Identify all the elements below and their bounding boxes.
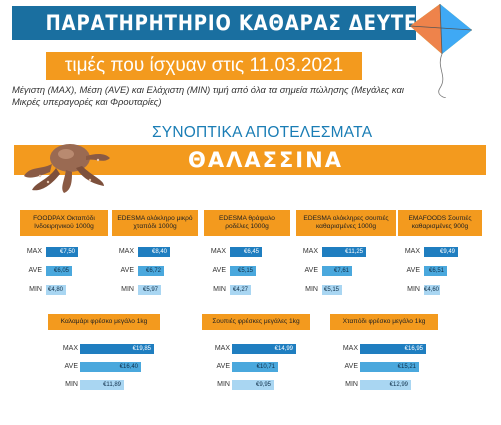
price-row-label-ave: AVE bbox=[344, 363, 359, 370]
price-bar-max: €8,40 bbox=[138, 247, 170, 257]
price-row-label-ave: AVE bbox=[216, 363, 231, 370]
price-row-label-min: MIN bbox=[121, 286, 134, 293]
price-row-label-min: MIN bbox=[217, 381, 230, 388]
price-bar-max: €11,25 bbox=[322, 247, 366, 257]
price-row-label-min: MIN bbox=[345, 381, 358, 388]
price-bar-max: €7,50 bbox=[46, 247, 78, 257]
product-title: Καλαμάρι φρέσκο μεγάλο 1kg bbox=[48, 314, 160, 330]
page-title: ΠΑΡΑΤΗΡΗΤΗΡΙΟ ΚΑΘΑΡΑΣ ΔΕΥΤΕΡΑΣ bbox=[45, 11, 460, 35]
price-row-label-max: MAX bbox=[404, 248, 420, 255]
price-bar-max: €9,49 bbox=[424, 247, 458, 257]
price-bar-ave: €5,15 bbox=[230, 266, 256, 276]
date-banner: τιμές που ίσχυαν στις 11.03.2021 bbox=[46, 52, 362, 80]
price-row-label-min: MIN bbox=[65, 381, 78, 388]
price-row-label-min: MIN bbox=[29, 286, 42, 293]
product-title: Σουπιές φρέσκες μεγάλες 1kg bbox=[202, 314, 310, 330]
price-row-label-ave: AVE bbox=[64, 363, 79, 370]
price-bar-max: €16,95 bbox=[360, 344, 426, 354]
date-line: τιμές που ίσχυαν στις 11.03.2021 bbox=[64, 55, 344, 76]
price-bar-min: €11,89 bbox=[80, 380, 124, 390]
price-bar-min: €5,97 bbox=[138, 285, 161, 295]
price-bar-min: €9,95 bbox=[232, 380, 274, 390]
kite-icon bbox=[409, 3, 473, 98]
price-row-label-ave: AVE bbox=[120, 267, 135, 274]
price-bar-min: €4,80 bbox=[46, 285, 66, 295]
price-row-label-min: MIN bbox=[305, 286, 318, 293]
price-bar-min: €4,27 bbox=[230, 285, 251, 295]
price-row-label-max: MAX bbox=[214, 345, 230, 352]
price-row-label-ave: AVE bbox=[212, 267, 227, 274]
octopus-icon bbox=[24, 144, 110, 193]
subtitle: Μέγιστη (MAX), Μέση (AVE) και Ελάχιστη (… bbox=[12, 84, 404, 107]
price-row-label-ave: AVE bbox=[406, 267, 421, 274]
summary-heading: ΣΥΝΟΠΤΙΚΑ ΑΠΟΤΕΛΕΣΜΑΤΑ bbox=[152, 124, 373, 141]
product-title: EDESMA ολόκληρες σουπιές καθαρισμένες 10… bbox=[296, 210, 396, 236]
price-bar-ave: €16,40 bbox=[80, 362, 141, 372]
price-row-label-min: MIN bbox=[213, 286, 226, 293]
price-bar-max: €19,85 bbox=[80, 344, 154, 354]
price-row-label-min: MIN bbox=[407, 286, 420, 293]
price-row-label-max: MAX bbox=[26, 248, 42, 255]
product-title: EDESMA θράψαλο ροδέλες 1000g bbox=[204, 210, 290, 236]
product-title: Χταπόδι φρέσκο μεγάλο 1kg bbox=[330, 314, 438, 330]
price-row-label-max: MAX bbox=[302, 248, 318, 255]
price-bar-ave: €15,21 bbox=[360, 362, 419, 372]
price-bar-ave: €6,72 bbox=[138, 266, 164, 276]
price-bar-min: €5,15 bbox=[322, 285, 342, 295]
price-bar-ave: €10,71 bbox=[232, 362, 278, 372]
product-title: EDESMA ολόκληρο μικρό χταπόδι 1000g bbox=[112, 210, 198, 236]
price-row-label-max: MAX bbox=[62, 345, 78, 352]
price-row-label-ave: AVE bbox=[304, 267, 319, 274]
product-title: FOODPAX Οκταπόδι Ινδοειρηνικού 1000g bbox=[20, 210, 108, 236]
price-bar-max: €6,45 bbox=[230, 247, 262, 257]
price-bar-ave: €7,61 bbox=[322, 266, 352, 276]
page-title-banner: ΠΑΡΑΤΗΡΗΤΗΡΙΟ ΚΑΘΑΡΑΣ ΔΕΥΤΕΡΑΣ bbox=[12, 6, 458, 40]
price-bar-ave: €6,51 bbox=[424, 266, 447, 276]
price-bar-min: €12,99 bbox=[360, 380, 411, 390]
price-row-label-max: MAX bbox=[210, 248, 226, 255]
price-row-label-max: MAX bbox=[118, 248, 134, 255]
price-bar-min: €4,60 bbox=[424, 285, 440, 295]
price-bar-max: €14,99 bbox=[232, 344, 296, 354]
price-bar-ave: €6,05 bbox=[46, 266, 72, 276]
category-title: ΘΑΛΑΣΣΙΝΑ bbox=[188, 148, 343, 172]
category-banner bbox=[14, 145, 486, 175]
price-row-label-max: MAX bbox=[342, 345, 358, 352]
price-row-label-ave: AVE bbox=[28, 267, 43, 274]
product-title: EMAFOODS Σουπιές καθαρισμένες 900g bbox=[398, 210, 482, 236]
